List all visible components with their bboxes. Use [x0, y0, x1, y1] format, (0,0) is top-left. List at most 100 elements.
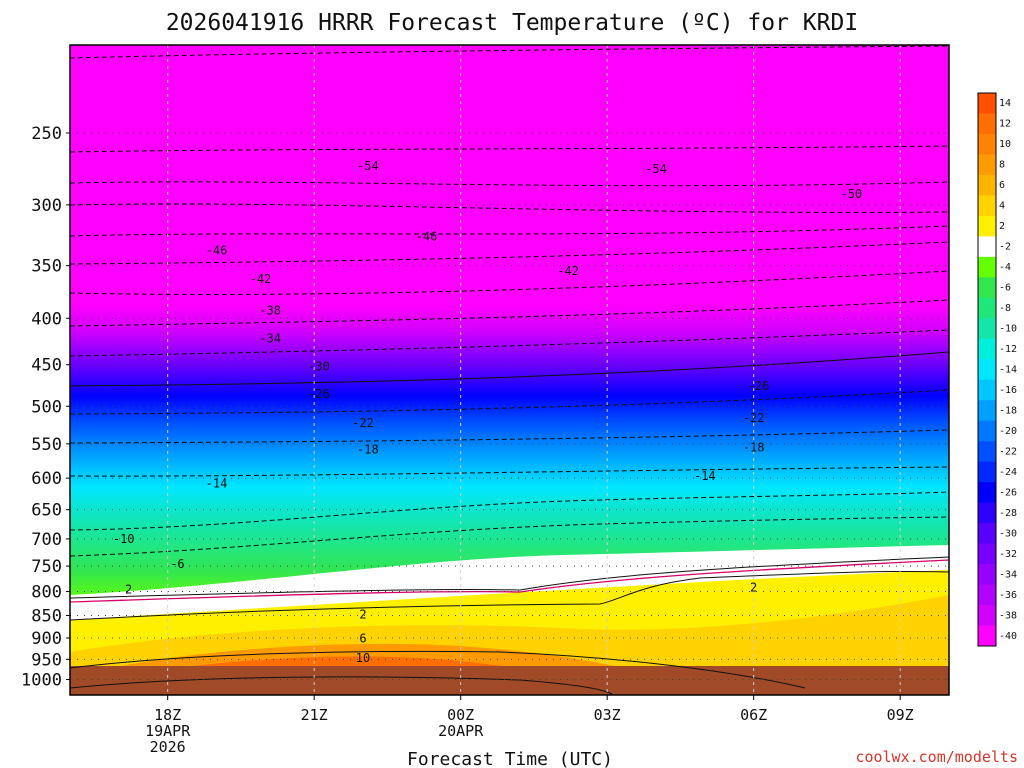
- colorbar-swatch: [978, 256, 996, 278]
- colorbar-label: 12: [999, 119, 1011, 130]
- y-tick-label: 900: [31, 629, 62, 649]
- colorbar-swatch: [978, 133, 996, 155]
- isotherm-line: [70, 570, 949, 621]
- y-tick-label: 750: [31, 557, 62, 577]
- colorbar-swatch: [978, 523, 996, 545]
- y-tick-label: 550: [31, 435, 62, 455]
- y-tick-label: 450: [31, 356, 62, 376]
- y-tick-label: 1000: [21, 671, 62, 691]
- colorbar-swatch: [978, 564, 996, 586]
- freezing-line: [70, 559, 949, 603]
- contour-label: -18: [743, 440, 765, 454]
- contour-label: -42: [250, 272, 272, 286]
- isotherm-line: [70, 556, 949, 599]
- contour-label: -14: [694, 469, 716, 483]
- colorbar-label: 2: [999, 221, 1005, 232]
- x-tick-label: 18Z: [154, 706, 181, 724]
- plot-frame: [69, 44, 950, 696]
- chart-title: 2026041916 HRRR Forecast Temperature (ºC…: [166, 10, 858, 36]
- colorbar-label: -18: [999, 405, 1017, 416]
- contour-label: -54: [357, 159, 379, 173]
- colorbar-swatch: [978, 174, 996, 196]
- contour-label: -18: [357, 443, 379, 457]
- colorbar-label: -6: [999, 283, 1011, 294]
- colorbar-swatch: [978, 543, 996, 565]
- colorbar-label: -38: [999, 610, 1017, 621]
- x-tick-label: 21Z: [301, 706, 328, 724]
- y-axis: 250 300 350 400 450 500 550 600 650 700 750 800 850 9…: [21, 124, 70, 691]
- contour-label: -10: [113, 532, 135, 546]
- x-axis-label: Forecast Time (UTC): [407, 749, 613, 768]
- colorbar-swatch: [978, 113, 996, 135]
- isotherm-line: [70, 45, 949, 59]
- isotherm-line: [70, 145, 949, 153]
- isotherm-line: [70, 466, 949, 477]
- isotherm-line: [70, 429, 949, 444]
- contour-label: 2: [750, 581, 757, 595]
- contour-lines: [70, 45, 949, 695]
- isotherm-line: [70, 181, 949, 187]
- x-tick-label: 03Z: [594, 706, 621, 724]
- colorbar-label: -8: [999, 303, 1011, 314]
- contour-label: 2: [359, 608, 366, 622]
- colorbar-label: -4: [999, 262, 1011, 273]
- isotherm-line: [70, 351, 949, 387]
- colorbar-frame: [977, 92, 997, 647]
- x-tick-label: 09Z: [887, 706, 914, 724]
- colorbar-swatch: [978, 502, 996, 524]
- colorbar-swatch: [978, 338, 996, 360]
- contour-label: -22: [743, 411, 765, 425]
- contour-label: -42: [557, 264, 579, 278]
- isotherm-line: [70, 299, 949, 327]
- grid-lines: [70, 45, 949, 695]
- y-tick-label: 400: [31, 309, 62, 329]
- contour-label: 6: [359, 631, 366, 645]
- y-tick-label: 650: [31, 501, 62, 521]
- colorbar-label: -26: [999, 487, 1017, 498]
- plot-area: -54 -54 -50 -46 -46 -42 -42 -38 -34 -30 -26 -26 -22 -…: [70, 45, 949, 695]
- colorbar-swatch: [978, 236, 996, 258]
- colorbar-label: -2: [999, 242, 1011, 253]
- colorbar-swatch: [978, 93, 996, 114]
- y-tick-label: 850: [31, 606, 62, 626]
- colorbar-swatch: [978, 461, 996, 483]
- contour-labels: -54 -54 -50 -46 -46 -42 -42 -38 -34 -30 -26 -26 -22 -…: [113, 159, 862, 665]
- y-tick-label: 600: [31, 469, 62, 489]
- colorbar-swatch: [978, 215, 996, 237]
- x-tick-label: 20APR: [438, 722, 484, 740]
- ground-surface: [70, 666, 949, 695]
- isotherm-line: [70, 270, 949, 295]
- y-tick-label: 700: [31, 530, 62, 550]
- contour-label: -50: [840, 187, 862, 201]
- colorbar-swatch: [978, 277, 996, 299]
- colorbar-label: -28: [999, 508, 1017, 519]
- colorbar-swatch: [978, 297, 996, 319]
- contour-label: -22: [352, 416, 374, 430]
- colorbar-label: 10: [999, 139, 1011, 150]
- x-tick-label: 2026: [150, 738, 186, 756]
- colorbar-label: -22: [999, 446, 1017, 457]
- colorbar-label: -36: [999, 590, 1017, 601]
- colorbar-label: -10: [999, 324, 1017, 335]
- colorbar-swatch: [978, 441, 996, 463]
- colorbar-swatch: [978, 318, 996, 340]
- colorbar-swatch: [978, 420, 996, 442]
- colorbar: 14 12 10 8 6 4 2 -2 -4 -6 -8 -10 -12 -14 -16 -18 -20 -22 -…: [977, 92, 1017, 647]
- y-tick-label: 250: [31, 124, 62, 144]
- contour-label: -14: [206, 476, 228, 490]
- x-tick-label: 00Z: [447, 706, 474, 724]
- colorbar-swatch: [978, 379, 996, 401]
- isotherm-line: [70, 650, 806, 689]
- colorbar-swatch: [978, 625, 996, 647]
- isotherm-line: [70, 225, 949, 237]
- colorbar-label: -14: [999, 365, 1017, 376]
- isotherm-line: [70, 516, 949, 557]
- contour-label: -26: [308, 387, 330, 401]
- colorbar-swatch: [978, 605, 996, 627]
- colorbar-label: 4: [999, 201, 1005, 212]
- isotherm-line: [70, 389, 949, 415]
- contour-label: -46: [416, 229, 438, 243]
- colorbar-swatch: [978, 584, 996, 606]
